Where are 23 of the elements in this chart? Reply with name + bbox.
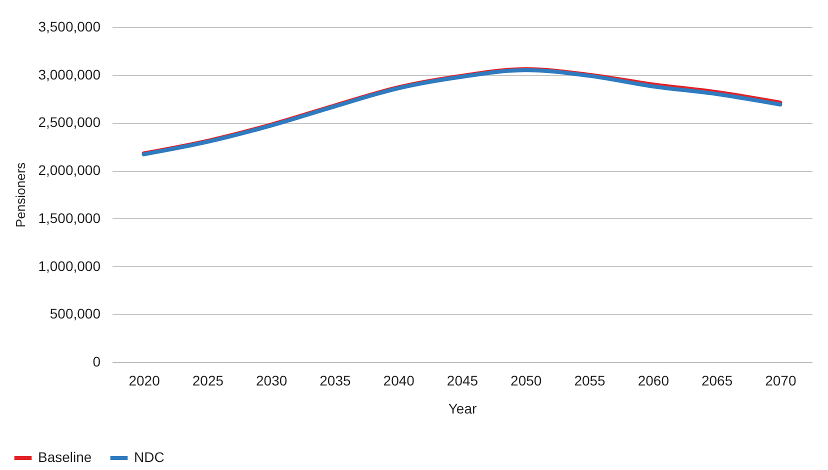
x-axis-title: Year [448, 400, 477, 416]
x-tick-label: 2030 [256, 372, 288, 388]
x-tick-label: 2065 [701, 372, 733, 388]
y-tick-label: 1,000,000 [38, 258, 101, 274]
y-tick-label: 0 [92, 354, 101, 370]
x-tick-label: 2060 [638, 372, 670, 388]
x-tick-label: 2050 [510, 372, 542, 388]
x-tick-label: 2055 [574, 372, 606, 388]
x-tick-label: 2025 [192, 372, 224, 388]
y-tick-label: 3,500,000 [38, 18, 101, 34]
legend-label: NDC [134, 449, 164, 465]
y-tick-label: 2,500,000 [38, 114, 101, 130]
x-tick-label: 2070 [765, 372, 796, 388]
legend-label: Baseline [38, 449, 92, 465]
x-tick-label: 2045 [446, 372, 478, 388]
y-axis-title: Pensioners [13, 162, 28, 228]
y-tick-label: 1,500,000 [38, 210, 101, 226]
x-tick-label: 2040 [383, 372, 415, 388]
x-tick-label: 2035 [320, 372, 352, 388]
y-tick-label: 3,000,000 [38, 66, 101, 82]
y-tick-label: 2,000,000 [38, 162, 101, 178]
y-tick-label: 500,000 [50, 306, 101, 322]
x-tick-label: 2020 [128, 372, 160, 388]
